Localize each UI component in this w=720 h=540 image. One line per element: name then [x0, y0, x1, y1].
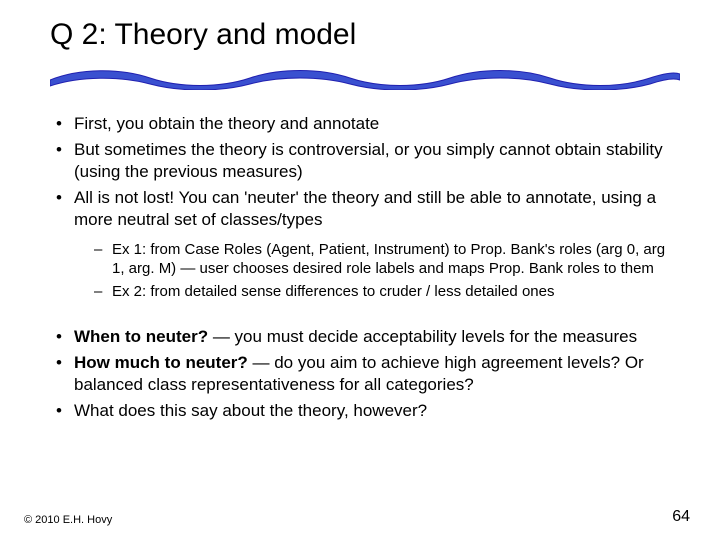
bullet-item: First, you obtain the theory and annotat…	[50, 113, 680, 135]
bullet-item: All is not lost! You can 'neuter' the th…	[50, 187, 680, 301]
sub-bullet-list: Ex 1: from Case Roles (Agent, Patient, I…	[74, 241, 680, 301]
spacer	[50, 314, 680, 326]
bullet-bold: How much to neuter?	[74, 353, 248, 372]
bullet-bold: When to neuter?	[74, 327, 208, 346]
sub-bullet-item: Ex 1: from Case Roles (Agent, Patient, I…	[74, 241, 680, 279]
bullet-rest: What does this say about the theory, how…	[74, 401, 427, 420]
bullet-text: First, you obtain the theory and annotat…	[74, 114, 379, 133]
main-bullet-list: First, you obtain the theory and annotat…	[50, 113, 680, 302]
slide: Q 2: Theory and model First, you obtain …	[0, 0, 720, 540]
copyright-footer: © 2010 E.H. Hovy	[24, 514, 112, 526]
bullet-rest: — you must decide acceptability levels f…	[208, 327, 637, 346]
sub-bullet-item: Ex 2: from detailed sense differences to…	[74, 283, 680, 302]
bullet-item: How much to neuter? — do you aim to achi…	[50, 352, 680, 396]
wave-divider	[50, 64, 680, 95]
bullet-text: All is not lost! You can 'neuter' the th…	[74, 188, 656, 229]
bullet-item: But sometimes the theory is controversia…	[50, 139, 680, 183]
sub-bullet-text: Ex 2: from detailed sense differences to…	[112, 283, 554, 300]
bullet-item: What does this say about the theory, how…	[50, 400, 680, 422]
bottom-bullet-list: When to neuter? — you must decide accept…	[50, 326, 680, 422]
sub-bullet-text: Ex 1: from Case Roles (Agent, Patient, I…	[112, 241, 665, 277]
bullet-item: When to neuter? — you must decide accept…	[50, 326, 680, 348]
page-number: 64	[672, 508, 690, 526]
bullet-text: But sometimes the theory is controversia…	[74, 140, 663, 181]
slide-title: Q 2: Theory and model	[50, 18, 680, 52]
wave-icon	[50, 64, 680, 90]
